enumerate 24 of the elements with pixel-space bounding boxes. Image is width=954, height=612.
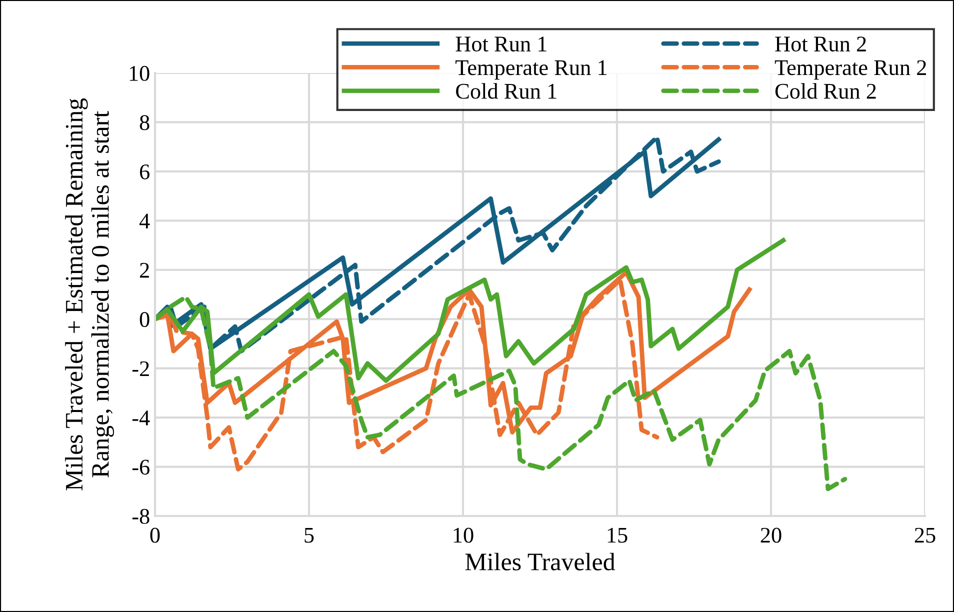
- x-tick-label: 20: [760, 528, 782, 543]
- x-tick-label: 5: [304, 528, 314, 543]
- y-axis-title: Miles Traveled + Estimated Remaining Range, normalized to 0 miles at start: [65, 98, 114, 490]
- x-axis-title: Miles Traveled: [465, 552, 616, 570]
- y-tick-label: 6: [140, 164, 150, 180]
- legend-label: Hot Run 1: [456, 36, 546, 52]
- y-tick-label: 0: [140, 312, 150, 328]
- y-tick-label: 4: [139, 214, 150, 228]
- legend-label: Temperate Run 1: [456, 60, 607, 80]
- x-tick-label: 0: [150, 528, 160, 543]
- legend-label: Cold Run 2: [775, 83, 876, 99]
- legend-label: Cold Run 1: [456, 83, 556, 99]
- y-tick-label: -6: [132, 460, 150, 475]
- y-tick-label: 10: [130, 66, 150, 81]
- x-tick-label: 25: [914, 528, 936, 543]
- y-tick-label: -8: [132, 508, 150, 524]
- legend-label: Temperate Run 2: [774, 60, 926, 80]
- x-tick-label: 10: [454, 528, 474, 543]
- x-tick-label: 15: [608, 528, 628, 543]
- y-tick-label: 8: [140, 115, 150, 130]
- y-tick-label: 2: [140, 262, 149, 278]
- y-tick-label: -2: [132, 361, 149, 376]
- y-tick-label: -4: [132, 410, 150, 426]
- legend-label: Hot Run 2: [775, 36, 866, 52]
